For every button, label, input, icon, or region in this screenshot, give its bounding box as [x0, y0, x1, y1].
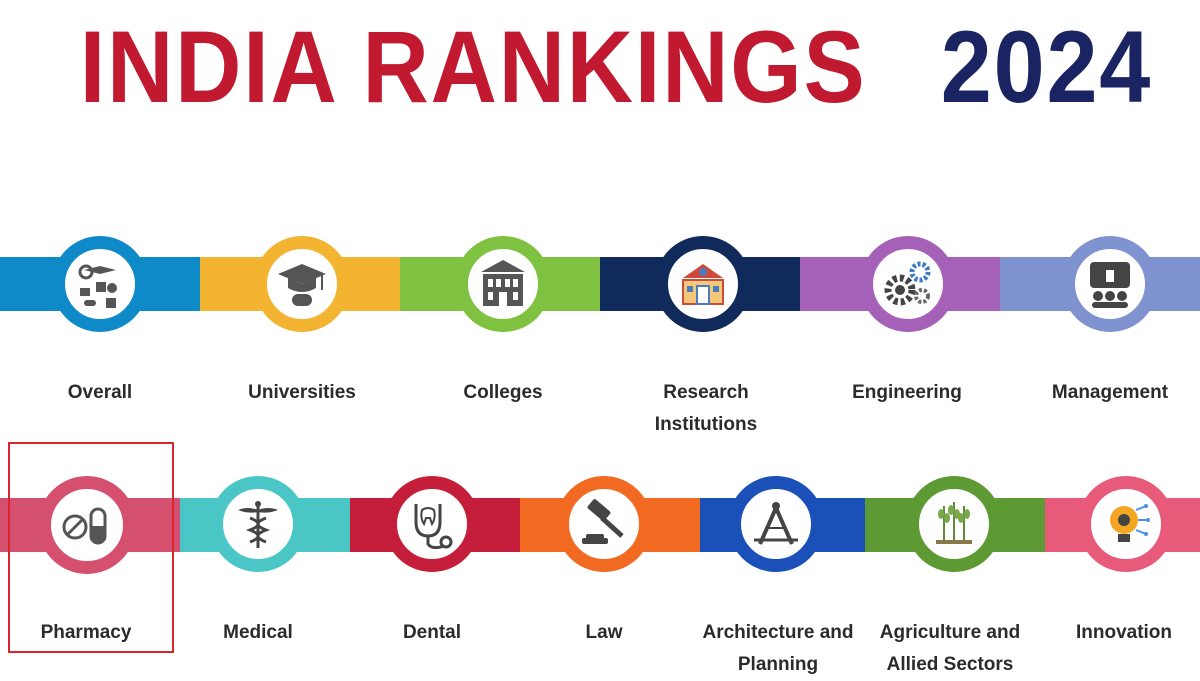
title-text: INDIA RANKINGS [80, 10, 867, 124]
category-agriculture-and-allied-sectors[interactable] [906, 476, 1002, 572]
page-title: INDIA RANKINGS 2024 [0, 0, 1200, 135]
presentation-icon [1090, 262, 1130, 308]
stethoscope-tooth-icon [414, 504, 453, 550]
category-overall[interactable] [52, 236, 148, 332]
label-engineering[interactable]: Engineering [852, 382, 962, 403]
label-colleges[interactable]: Colleges [463, 382, 543, 403]
building-icon [481, 260, 525, 306]
category-universities[interactable] [254, 236, 350, 332]
category-research-institutions[interactable] [655, 236, 751, 332]
label-pharmacy[interactable]: Pharmacy [40, 622, 132, 643]
compass-ruler-icon [754, 502, 798, 545]
label-law[interactable]: Law [585, 622, 623, 643]
graduation-cap-icon [278, 264, 326, 306]
categories-row-2: Pharmacy Medical Dental Law [0, 460, 1200, 675]
category-dental[interactable] [384, 476, 480, 572]
wheat-icon [936, 502, 972, 544]
label-agriculture-and-allied-sectors[interactable]: Agriculture and Allied Sectors [879, 622, 1021, 675]
label-innovation[interactable]: Innovation [1075, 622, 1173, 643]
category-innovation[interactable] [1078, 476, 1174, 572]
categories-row-1: Overall Universities Colleges [0, 220, 1200, 435]
category-engineering[interactable] [860, 236, 956, 332]
label-medical[interactable]: Medical [223, 622, 293, 643]
lab-building-icon [682, 264, 724, 305]
caduceus-icon [238, 501, 278, 548]
pills-icon [62, 507, 107, 545]
label-architecture-and-planning[interactable]: Architecture and Planning [702, 622, 854, 675]
label-research-institutions[interactable]: Research Institutions [654, 382, 758, 435]
label-universities[interactable]: Universities [248, 382, 356, 403]
category-architecture-and-planning[interactable] [728, 476, 824, 572]
pharmacy-highlight-box [8, 442, 174, 653]
category-medical[interactable] [210, 476, 306, 572]
category-law[interactable] [556, 476, 652, 572]
lightbulb-icon [1110, 504, 1150, 542]
label-overall[interactable]: Overall [67, 382, 133, 403]
gavel-icon [582, 499, 624, 544]
label-management[interactable]: Management [1051, 382, 1169, 403]
title-year: 2024 [940, 10, 1152, 124]
overall-icon [78, 264, 117, 308]
category-colleges[interactable] [455, 236, 551, 332]
label-dental[interactable]: Dental [402, 622, 462, 643]
category-management[interactable] [1062, 236, 1158, 332]
gears-icon [884, 261, 931, 306]
